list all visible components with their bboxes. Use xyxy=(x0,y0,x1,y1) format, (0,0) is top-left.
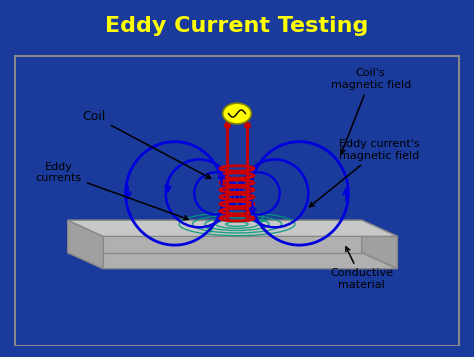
Polygon shape xyxy=(68,220,103,269)
Polygon shape xyxy=(68,220,362,252)
Text: Eddy Current Testing: Eddy Current Testing xyxy=(105,16,369,36)
Circle shape xyxy=(223,103,251,124)
Text: Conductive
material: Conductive material xyxy=(330,247,393,290)
Text: Eddy
currents: Eddy currents xyxy=(36,162,188,220)
Text: Coil: Coil xyxy=(83,110,211,178)
Polygon shape xyxy=(362,220,397,269)
Text: Eddy current's
magnetic field: Eddy current's magnetic field xyxy=(310,139,420,207)
Polygon shape xyxy=(68,220,397,236)
Polygon shape xyxy=(68,252,397,269)
Text: Coil's
magnetic field: Coil's magnetic field xyxy=(330,68,411,154)
